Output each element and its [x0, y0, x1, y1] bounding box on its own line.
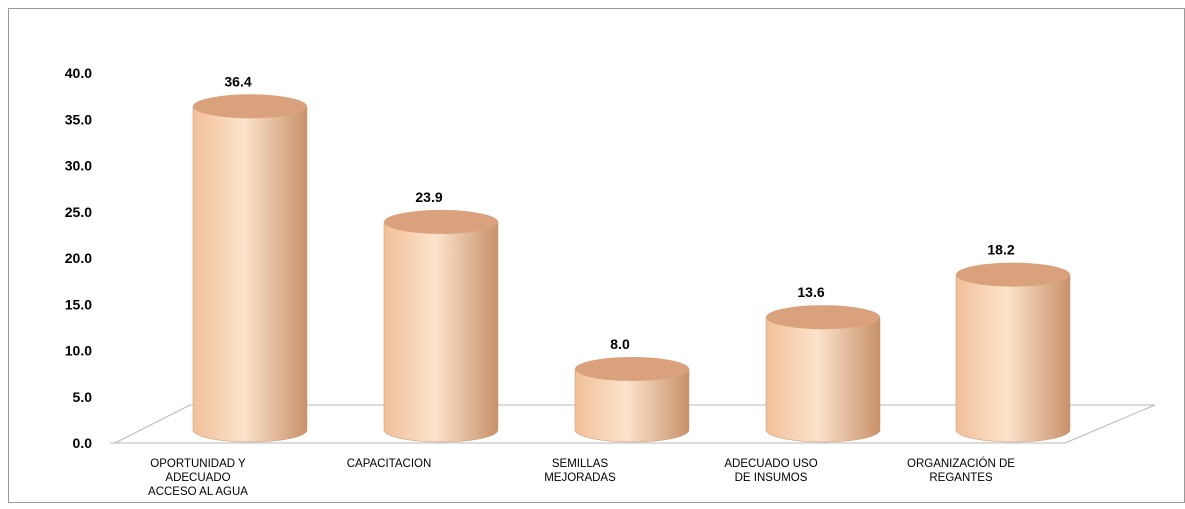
bar: [574, 357, 690, 443]
bar-top: [193, 94, 307, 119]
x-axis: OPORTUNIDAD Y ADECUADO ACCESO AL AGUA CAPAC…: [148, 457, 1015, 498]
bar: [765, 305, 881, 443]
x-category-label: SEMILLAS MEJORADAS: [544, 458, 616, 484]
bar: [383, 209, 499, 443]
y-tick-label: 30.0: [65, 158, 92, 174]
data-label: 8.0: [610, 336, 630, 352]
data-label: 36.4: [224, 73, 251, 89]
y-tick-label: 5.0: [73, 389, 93, 405]
data-label: 13.6: [797, 284, 824, 300]
y-tick-label: 10.0: [65, 343, 92, 359]
y-tick-label: 40.0: [65, 65, 92, 81]
x-category-label: CAPACITACION: [347, 458, 432, 470]
bar-top: [575, 357, 689, 381]
y-tick-label: 0.0: [73, 435, 93, 451]
y-tick-label: 20.0: [65, 250, 92, 266]
data-label: 18.2: [987, 242, 1014, 258]
y-tick-label: 15.0: [65, 296, 92, 312]
bar-body: [765, 316, 881, 443]
bar-top: [384, 209, 498, 234]
bar-top: [766, 305, 880, 330]
bar-body: [383, 221, 499, 443]
data-labels: 36.4 23.9 8.0 13.6 18.2: [224, 73, 1014, 352]
x-category-label: OPORTUNIDAD Y ADECUADO ACCESO AL AGUA: [148, 458, 248, 498]
y-tick-label: 35.0: [65, 111, 92, 127]
bars: [192, 94, 1071, 443]
x-category-label: ADECUADO USO DE INSUMOS: [724, 458, 817, 484]
bar-body: [955, 274, 1071, 443]
bar: [192, 94, 308, 443]
bar-body: [192, 106, 308, 443]
data-label: 23.9: [415, 189, 442, 205]
y-tick-label: 25.0: [65, 204, 92, 220]
x-category-label: ORGANIZACIÓN DE REGANTES: [907, 457, 1015, 484]
bar: [955, 262, 1071, 443]
bar-body: [574, 368, 690, 443]
bar-top: [956, 262, 1070, 287]
y-axis: 0.0 5.0 10.0 15.0 20.0 25.0 30.0 35.0 40.0: [65, 65, 92, 451]
